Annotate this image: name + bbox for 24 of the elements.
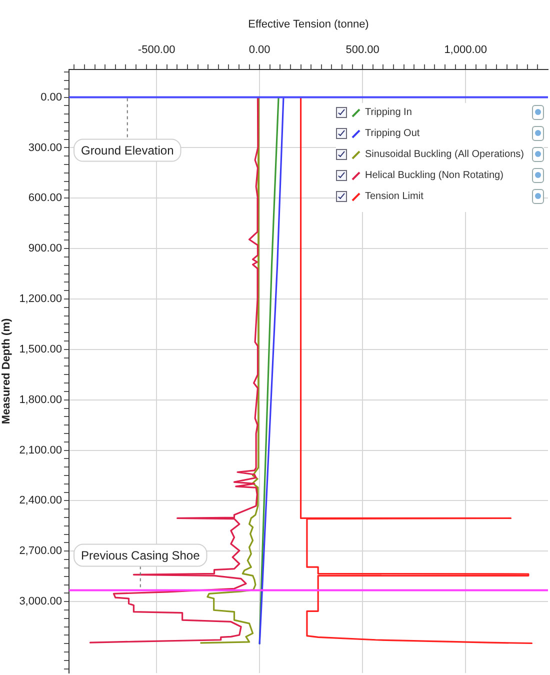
y-tick-label: 1,800.00 <box>19 394 62 406</box>
y-tick-label: 600.00 <box>28 192 62 204</box>
ref-line-label: Previous Casing Shoe <box>81 548 200 563</box>
y-tick-label: 2,400.00 <box>19 494 62 507</box>
x-tick-label: -500.00 <box>138 44 176 56</box>
y-axis-title: Measured Depth (m) <box>0 318 13 424</box>
y-tick-label: 0.00 <box>40 91 62 104</box>
y-tick-label: 1,200.00 <box>19 293 62 306</box>
y-tick-label: 300.00 <box>28 142 62 154</box>
x-tick-label: 500.00 <box>346 44 380 56</box>
y-tick-label: 1,500.00 <box>19 343 62 356</box>
legend-label: Tension Limit <box>365 190 424 203</box>
legend-label: Tripping In <box>365 106 413 119</box>
y-tick-label: 900.00 <box>28 242 62 255</box>
y-tick-label: 2,700.00 <box>19 545 62 558</box>
legend-label: Helical Buckling (Non Rotating) <box>365 170 504 182</box>
x-tick-label: 0.00 <box>248 44 270 56</box>
y-tick-label: 3,000.00 <box>19 596 62 608</box>
ref-line-label: Ground Elevation <box>81 144 174 158</box>
x-tick-label: 1,000.00 <box>444 44 488 56</box>
y-tick-label: 2,100.00 <box>19 444 62 456</box>
legend-label: Sinusoidal Buckling (All Operations) <box>365 148 524 161</box>
x-axis-title: Effective Tension (tonne) <box>248 18 369 31</box>
legend-label: Tripping Out <box>365 128 421 140</box>
